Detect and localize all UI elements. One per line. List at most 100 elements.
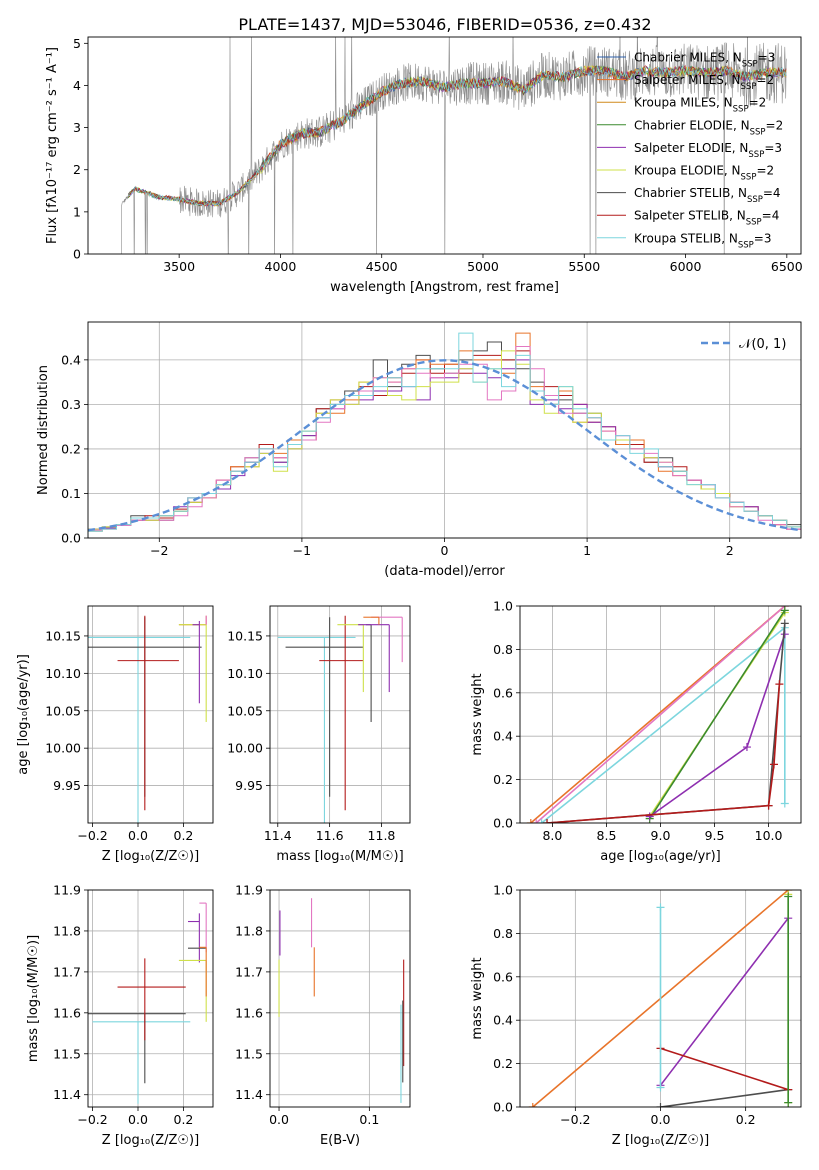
mass-weight-line (649, 609, 786, 820)
histogram-series (88, 332, 801, 538)
mass-weight-line (660, 1047, 789, 1091)
chart-spectrum: 3500 4000 4500 5000 5500 6000 6500 0 1 2 3 4 5 wavele… (45, 36, 803, 295)
y-axis-label: mass weight (470, 673, 485, 755)
y-tick-label: 11.4 (53, 1087, 81, 1102)
y-tick-label: 0.4 (61, 352, 81, 367)
y-tick-label: 0.4 (493, 1013, 513, 1028)
x-tick-label: 0.0 (651, 1112, 671, 1127)
axes-frame (87, 321, 802, 539)
y-tick-label: 0.0 (493, 816, 513, 831)
axes-frame (269, 889, 411, 1108)
x-tick-label: 5500 (568, 259, 600, 274)
plot-area (88, 902, 207, 1104)
chart-mass-weight-vs-metallicity: −0.2 0.0 0.2 0.0 0.2 0.4 0.6 0.8 1.0 Z [log₁₀(Z/Z… (470, 883, 802, 1148)
plot-area (120, 37, 787, 254)
mass-weight-marker (526, 819, 535, 823)
x-tick-label: −0.2 (560, 1112, 590, 1127)
mass-weight-marker (656, 903, 665, 912)
legend: Chabrier MILES, NSSP=3 Salpeter MILES, NS… (597, 51, 783, 250)
mass-weight-marker (769, 760, 778, 769)
x-axis-label: age [log₁₀(age/yr)] (600, 849, 721, 864)
chart-mass-weight-vs-age: 8.0 8.5 9.0 9.5 10.0 0.0 0.2 0.4 0.6 0.8 1.0 age [l… (470, 599, 802, 864)
x-tick-label: 0.0 (269, 1112, 289, 1127)
mass-weight-line (660, 1088, 789, 1107)
axes-frame (87, 36, 802, 255)
x-axis-label: Z [log₁₀(Z/Z☉)] (612, 1133, 709, 1148)
y-tick-label: 11.9 (235, 883, 263, 898)
x-tick-label: 0 (441, 543, 449, 558)
x-axis-label: wavelength [Angstrom, rest frame] (330, 280, 559, 295)
axes-frame (519, 605, 802, 824)
mass-weight-line (546, 684, 781, 823)
x-tick-label: 4000 (265, 259, 297, 274)
y-tick-label: 0.2 (61, 441, 81, 456)
y-tick-label: 5 (73, 36, 81, 51)
y-tick-label: 0.8 (493, 642, 513, 657)
mass-weight-marker (784, 1098, 793, 1107)
chart-age-vs-mass: 11.4 11.6 11.8 9.95 10.00 10.05 10.10 10.15 mass… (227, 605, 411, 864)
observed-spectrum-line (120, 37, 787, 254)
chart-age-vs-metallicity: −0.2 0.0 0.2 9.95 10.00 10.05 10.10 10.15 Z [log… (16, 605, 214, 864)
x-tick-label: 9.5 (705, 828, 725, 843)
y-tick-label: 11.8 (53, 923, 81, 938)
chart-mass-vs-metallicity: −0.2 0.0 0.2 11.4 11.5 11.6 11.7 11.8 11.9 Z [log… (26, 883, 214, 1148)
x-tick-label: 2 (726, 543, 734, 558)
legend-entry: Kroupa STELIB, NSSP=3 (634, 231, 772, 250)
y-tick-label: 11.6 (53, 1005, 81, 1020)
y-axis-label: Flux [fλ10⁻¹⁷ erg cm⁻² s⁻¹ A⁻¹] (45, 47, 60, 244)
mass-weight-marker (775, 680, 784, 689)
axes-frame (269, 605, 411, 824)
x-tick-label: −2 (150, 543, 168, 558)
axes-frame (87, 889, 214, 1108)
x-tick-label: 6500 (771, 259, 803, 274)
normal-distribution-curve (88, 359, 801, 532)
grid (88, 606, 213, 823)
y-tick-label: 0.0 (61, 531, 81, 546)
mass-weight-line (535, 606, 786, 823)
legend-entry: Salpeter ELODIE, NSSP=3 (634, 141, 782, 160)
y-tick-label: 10.00 (227, 741, 263, 756)
mass-weight-marker (532, 819, 541, 823)
y-tick-label: 0.2 (493, 772, 513, 787)
y-tick-label: 10.15 (45, 628, 81, 643)
x-tick-label: 11.8 (368, 828, 396, 843)
axes-frame (87, 605, 214, 824)
x-tick-label: −0.2 (77, 828, 107, 843)
histogram-series (88, 346, 801, 538)
mass-weight-marker (784, 892, 793, 901)
y-tick-label: 0.6 (493, 685, 513, 700)
plot-area (277, 615, 403, 823)
legend-entry: Chabrier STELIB, NSSP=4 (634, 186, 781, 205)
x-tick-label: 6000 (670, 259, 702, 274)
y-tick-label: 0.0 (493, 1100, 513, 1115)
x-tick-label: 3500 (163, 259, 195, 274)
plot-area (528, 890, 793, 1107)
x-axis-label: Z [log₁₀(Z/Z☉)] (102, 1133, 199, 1148)
x-axis-label: E(B-V) (320, 1133, 360, 1148)
y-tick-label: 0.3 (61, 397, 81, 412)
y-tick-label: 0.2 (493, 1056, 513, 1071)
mass-weight-marker (780, 619, 789, 628)
y-tick-label: 11.6 (235, 1005, 263, 1020)
y-tick-label: 0.8 (493, 926, 513, 941)
legend-entry: Salpeter STELIB, NSSP=4 (634, 209, 779, 228)
y-tick-label: 9.95 (235, 778, 263, 793)
x-tick-label: 0.2 (174, 1112, 194, 1127)
legend-entry: Kroupa ELODIE, NSSP=2 (634, 164, 774, 183)
x-tick-label: 0.1 (359, 1112, 379, 1127)
y-tick-label: 11.5 (53, 1046, 81, 1061)
mass-weight-marker (528, 1103, 537, 1107)
y-axis-label: mass [log₁₀(M/M☉)] (26, 935, 41, 1062)
y-tick-label: 0 (73, 247, 81, 262)
y-tick-label: 1.0 (493, 883, 513, 898)
x-tick-label: 11.6 (316, 828, 344, 843)
plot-area (88, 615, 207, 823)
x-axis-label: Z [log₁₀(Z/Z☉)] (102, 849, 199, 864)
legend-entry: Salpeter MILES, NSSP=2 (634, 73, 774, 92)
plot-area (278, 898, 405, 1103)
y-tick-label: 10.10 (227, 666, 263, 681)
mass-weight-marker (780, 799, 789, 808)
y-tick-label: 0.1 (61, 486, 81, 501)
